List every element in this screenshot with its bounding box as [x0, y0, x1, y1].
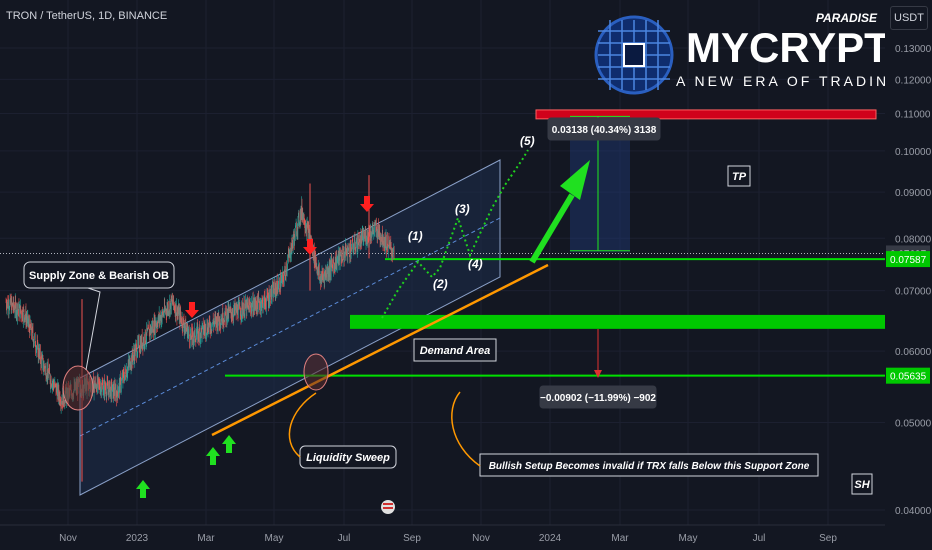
tp-zone	[535, 109, 877, 120]
measure-up-badge: 0.03138 (40.34%) 3138	[547, 117, 661, 141]
bullish-arrow	[226, 444, 232, 453]
wave-label: (3)	[455, 202, 470, 216]
logo-name: MYCRYPTO	[686, 24, 922, 71]
invalidation-label-box	[479, 453, 819, 477]
overlays: Supply Zone & Bearish OB Demand Area Liqui…	[23, 115, 873, 514]
invalidation-label-text: Bullish Setup Becomes invalid if TRX fal…	[489, 461, 810, 472]
bullish-arrow-head	[206, 447, 220, 456]
chip-icon	[623, 43, 645, 67]
supply-zone-callout-text: Supply Zone & Bearish OB	[29, 270, 169, 282]
wave-label: (5)	[520, 134, 535, 148]
bearish-arrow	[307, 239, 313, 248]
time-tick: Sep	[819, 533, 837, 544]
bearish-arrow-head	[303, 247, 317, 255]
price-tick: 0.05000	[895, 419, 932, 430]
price-tag: 0.07587	[890, 255, 927, 266]
target-arrow-head	[560, 160, 590, 200]
bearish-arrow	[189, 302, 195, 311]
invalidation-pointer	[451, 391, 481, 467]
supply-zone-callout: Supply Zone & Bearish OB	[23, 261, 175, 289]
bearish-arrow-head	[360, 204, 374, 212]
bearish-arrow	[364, 196, 370, 205]
measure-down-arrowhead	[594, 370, 602, 378]
wave-label: (2)	[433, 277, 448, 291]
price-tick: 0.13000	[895, 44, 932, 55]
invalidation-label: Bullish Setup Becomes invalid if TRX fal…	[479, 453, 819, 477]
bearish-arrow-head	[185, 310, 199, 318]
target-arrow-shaft	[529, 193, 575, 264]
time-tick: Sep	[403, 533, 421, 544]
liquidity-sweep-label-text: Liquidity Sweep	[306, 452, 390, 464]
bullish-arrow-head	[222, 435, 236, 444]
demand-area-label: Demand Area	[413, 338, 497, 362]
channel-midline	[79, 217, 501, 437]
trendline	[211, 263, 549, 437]
liquidity-sweep-label: Liquidity Sweep	[299, 445, 397, 469]
time-tick: Mar	[611, 533, 629, 544]
time-tick: Mar	[197, 533, 215, 544]
price-tick: 0.08000	[895, 234, 932, 245]
measure-up-badge-text: 0.03138 (40.34%) 3138	[552, 125, 657, 136]
price-tag: 0.05635	[890, 372, 927, 383]
tp-label-text: TP	[732, 171, 747, 183]
supply-zone-callout-box	[23, 261, 175, 289]
measure-down-badge-box	[539, 385, 657, 409]
tp-label-box	[727, 165, 751, 187]
price-axis: 0.13000 0.12000 0.11000 0.10000 0.09000 0.080…	[885, 0, 932, 525]
demand-area-label-text: Demand Area	[420, 345, 491, 357]
time-tick: Nov	[59, 533, 77, 544]
sh-label-text: SH	[854, 479, 870, 491]
logo-tagline: A NEW ERA OF TRADING	[676, 73, 903, 89]
measure-up-badge-box	[547, 117, 661, 141]
bullish-arrow	[210, 456, 216, 465]
wave-label: (4)	[468, 257, 483, 271]
ascending-channel	[79, 159, 501, 496]
symbol-title[interactable]: TRON / TetherUS, 1D, BINANCE	[6, 10, 168, 22]
logo-badge: PARADISE	[816, 11, 878, 25]
currency-button[interactable]: USDT	[890, 6, 928, 30]
sweep-pointer	[288, 392, 317, 458]
price-tick: 0.10000	[895, 147, 932, 158]
time-tick: Nov	[472, 533, 490, 544]
sh-label: SH	[851, 473, 873, 495]
price-tick: 0.11000	[895, 109, 931, 120]
time-tick: Jul	[338, 533, 351, 544]
time-tick: May	[265, 533, 284, 544]
time-tick: May	[679, 533, 698, 544]
demand-zone	[350, 314, 886, 329]
supply-callout-pointer	[85, 287, 101, 371]
supply-zone-circle	[62, 365, 94, 411]
sh-label-box	[851, 473, 873, 495]
price-tick: 0.07000	[895, 287, 932, 298]
measure-down-badge-text: −0.00902 (−11.99%) −902	[540, 393, 656, 404]
wave-projection	[381, 149, 529, 319]
flag-stripe	[383, 503, 393, 505]
flag-stripe	[383, 507, 393, 509]
time-axis: Nov 2023 Mar May Jul Sep Nov 2024 Mar May Jul Sep	[0, 524, 885, 544]
price-tick: 0.06000	[895, 347, 932, 358]
time-tick: 2024	[539, 533, 562, 544]
price-tick: 0.12000	[895, 75, 932, 86]
channel-body	[79, 159, 501, 496]
demand-area-label-box	[413, 338, 497, 362]
price-tag-box	[886, 367, 930, 384]
price-tick: 0.04000	[895, 506, 932, 517]
measure-down-badge: −0.00902 (−11.99%) −902	[539, 385, 657, 409]
time-tick: Jul	[753, 533, 766, 544]
time-tick: 2023	[126, 533, 149, 544]
price-tag-box	[886, 251, 930, 268]
price-tick: 0.09000	[895, 188, 932, 199]
bullish-arrow-head	[136, 480, 150, 489]
wave-label: (1)	[408, 229, 423, 243]
bullish-arrow	[140, 489, 146, 498]
tp-label: TP	[727, 165, 751, 187]
sweep-circle	[303, 353, 329, 391]
